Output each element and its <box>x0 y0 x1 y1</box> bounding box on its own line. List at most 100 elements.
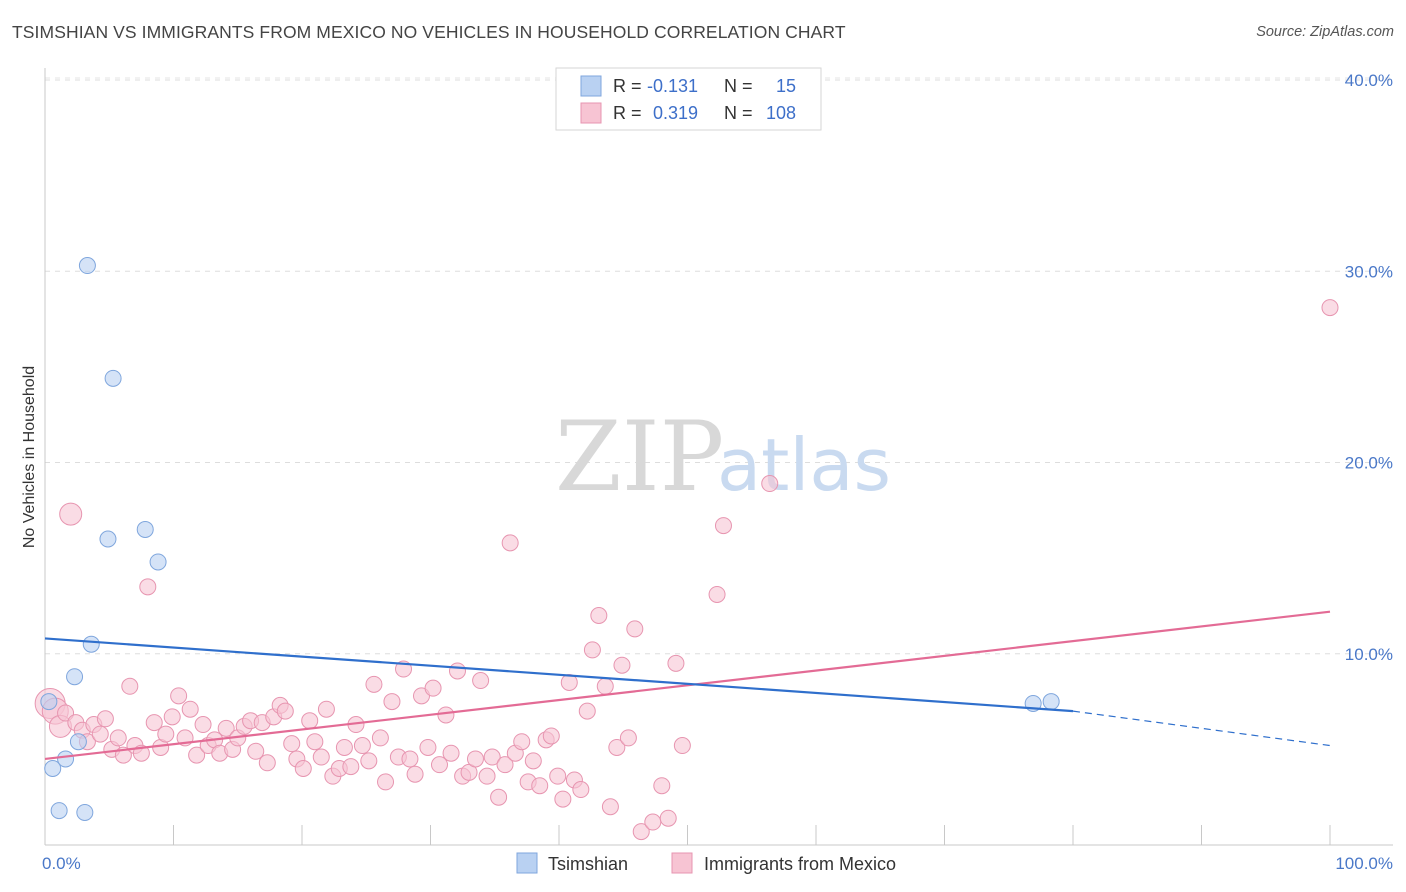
y-axis-title: No Vehicles in Household <box>21 366 38 548</box>
mexico-point-58 <box>383 693 401 711</box>
mexico-point-45 <box>306 733 324 751</box>
mexico-point-76 <box>490 788 508 806</box>
mexico-point-101 <box>644 813 662 831</box>
mexico-point-24 <box>181 700 199 718</box>
mexico-point-72 <box>466 750 484 768</box>
mexico-point-67 <box>437 706 455 724</box>
mexico-point-44 <box>301 712 319 730</box>
mexico-point-18 <box>145 714 163 732</box>
bottom-legend-label-mexico: Immigrants from Mexico <box>704 854 896 874</box>
mexico-point-90 <box>572 781 590 799</box>
mexico-point-46 <box>312 748 330 766</box>
mexico-point-53 <box>353 737 371 755</box>
mexico-point-91 <box>578 702 596 720</box>
mexico-point-25 <box>188 746 206 764</box>
chart-source: Source: ZipAtlas.com <box>1256 24 1394 40</box>
mexico-point-78 <box>501 534 519 552</box>
tsimshian-point-2 <box>50 802 68 820</box>
mexico-point-94 <box>596 677 614 695</box>
mexico-point-93 <box>590 607 608 624</box>
mexico-point-21 <box>163 708 181 726</box>
mexico-point-87 <box>554 790 572 808</box>
legend-n-value-1: 15 <box>776 76 796 96</box>
mexico-point-100 <box>632 823 650 841</box>
tsimshian-point-6 <box>76 803 94 821</box>
tsimshian-point-8 <box>82 635 100 653</box>
legend-r-value-2: 0.319 <box>653 103 698 123</box>
mexico-point-40 <box>276 702 294 720</box>
mexico-point-10 <box>96 710 114 728</box>
tsimshian-point-5 <box>69 733 87 751</box>
x-tick-label-min: 0.0% <box>42 854 81 873</box>
mexico-point-51 <box>342 758 360 776</box>
mexico-point-92 <box>583 641 601 659</box>
x-tick-label-max: 100.0% <box>1335 854 1393 873</box>
grid-lines <box>45 77 1393 655</box>
series-immigrants-from-mexico <box>34 299 1339 841</box>
mexico-point-105 <box>673 737 691 755</box>
mexico-point-75 <box>483 748 501 766</box>
mexico-point-14 <box>121 677 139 695</box>
mexico-point-12 <box>109 729 127 747</box>
mexico-point-106 <box>708 585 726 603</box>
mexico-point-108 <box>761 475 779 493</box>
legend-r-label-1: R = <box>613 76 642 96</box>
mexico-point-47 <box>317 700 335 718</box>
bottom-legend-label-tsimshian: Tsimshian <box>548 854 628 874</box>
mexico-point-102 <box>653 777 671 795</box>
tsimshian-point-9 <box>99 530 117 548</box>
legend-n-value-2: 108 <box>766 103 796 123</box>
mexico-point-17 <box>139 578 157 596</box>
mexico-point-97 <box>613 656 631 674</box>
mexico-point-77 <box>496 756 514 774</box>
trend-line-mexico <box>44 610 1331 761</box>
watermark-zip: ZIP <box>555 401 724 513</box>
mexico-point-20 <box>157 725 175 743</box>
mexico-point-104 <box>667 654 685 672</box>
mexico-point-54 <box>360 752 378 770</box>
tsimshian-point-0 <box>40 693 58 711</box>
tsimshian-point-10 <box>104 369 122 387</box>
tsimshian-point-11 <box>136 520 154 538</box>
legend-n-label-2: N = <box>724 103 753 123</box>
legend-swatch-pink <box>580 102 602 124</box>
mexico-point-82 <box>524 752 542 770</box>
watermark: ZIP atlas <box>555 401 891 513</box>
bottom-legend-swatch-mexico <box>671 852 693 874</box>
tsimshian-point-7 <box>78 257 96 275</box>
mexico-point-35 <box>247 742 265 760</box>
tsimshian-point-3 <box>57 750 75 768</box>
mexico-point-50 <box>335 738 353 756</box>
y-tick-label-30: 30.0% <box>1345 262 1393 281</box>
tsimshian-point-12 <box>149 553 167 571</box>
mexico-point-99 <box>626 620 644 638</box>
mexico-point-9 <box>91 725 109 743</box>
tsimshian-point-4 <box>66 668 84 686</box>
mexico-point-86 <box>549 767 567 785</box>
top-legend: R = -0.131 N = 15 R = 0.319 N = 108 <box>555 67 822 131</box>
legend-r-label-2: R = <box>613 103 642 123</box>
mexico-point-43 <box>294 760 312 777</box>
series-tsimshian <box>40 257 1060 821</box>
y-tick-label-20: 20.0% <box>1345 454 1393 473</box>
mexico-point-30 <box>217 719 235 737</box>
mexico-point-57 <box>377 773 395 791</box>
mexico-point-66 <box>430 756 448 774</box>
y-tick-label-10: 10.0% <box>1345 645 1393 664</box>
legend-swatch-blue <box>580 75 602 97</box>
mexico-point-96 <box>608 738 626 756</box>
mexico-point-85 <box>542 727 560 745</box>
mexico-point-69 <box>448 662 466 680</box>
y-tick-label-40: 40.0% <box>1345 71 1393 90</box>
mexico-point-80 <box>513 733 531 751</box>
trend-line-tsimshian-extension <box>1072 710 1331 747</box>
mexico-point-98 <box>619 729 637 747</box>
mexico-point-4 <box>59 502 83 526</box>
bottom-legend-swatch-tsimshian <box>516 852 538 874</box>
mexico-point-26 <box>194 716 212 734</box>
bottom-legend: Tsimshian Immigrants from Mexico <box>516 852 896 874</box>
legend-n-label-1: N = <box>724 76 753 96</box>
mexico-point-83 <box>531 777 549 795</box>
chart-title: TSIMSHIAN VS IMMIGRANTS FROM MEXICO NO V… <box>12 22 846 42</box>
